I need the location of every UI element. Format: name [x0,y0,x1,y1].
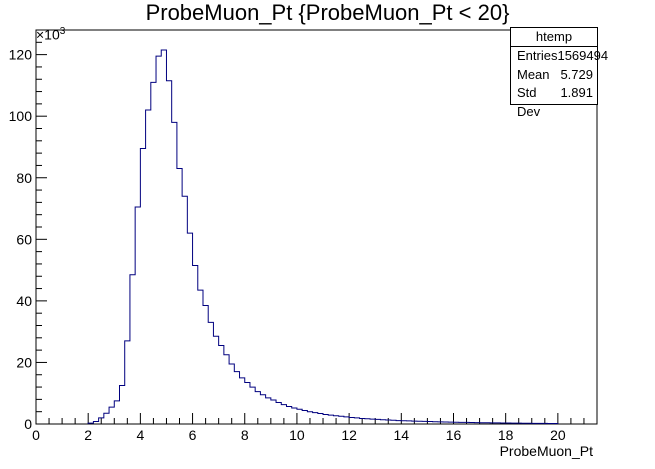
x-tick-label: 16 [446,427,462,443]
stats-label: Entries [517,48,558,63]
stats-box: htemp Entries 1569494 Mean 5.729 Std Dev… [510,27,608,119]
x-tick-label: 6 [189,427,197,443]
y-tick-label: 120 [9,47,33,63]
y-tick-label: 20 [16,354,32,370]
x-tick-label: 2 [84,427,92,443]
y-tick-label: 80 [16,170,32,186]
stats-value: 5.729 [560,66,593,82]
chart-title: ProbeMuon_Pt {ProbeMuon_Pt < 20} [145,0,510,25]
stats-row-entries: Entries 1569494 [511,47,608,66]
stats-row-stddev: Std Dev 1.891 [511,84,597,119]
stats-label: Mean [517,66,550,82]
x-tick-label: 14 [394,427,410,443]
stats-label: Std Dev [517,85,541,119]
histogram-line [87,49,559,424]
stats-box-title: htemp [511,28,597,47]
y-scale-exponent: 3 [59,26,66,37]
y-tick-label: 60 [16,231,32,247]
stats-row-mean: Mean 5.729 [511,66,597,85]
x-tick-label: 4 [136,427,144,443]
x-tick-label: 12 [341,427,357,443]
y-scale-label: ×10 [36,26,60,43]
x-tick-label: 0 [32,427,40,443]
y-axis-multiplier: ×103 [36,26,65,43]
y-tick-label: 40 [16,293,32,309]
x-tick-label: 20 [550,427,566,443]
x-tick-label: 10 [289,427,305,443]
y-tick-label: 0 [24,416,32,432]
y-tick-label: 100 [9,108,33,124]
x-tick-label: 18 [498,427,514,443]
x-axis-label: ProbeMuon_Pt [499,443,593,459]
x-tick-label: 8 [241,427,249,443]
stats-value: 1569494 [557,48,609,63]
stats-value: 1.891 [560,85,593,100]
